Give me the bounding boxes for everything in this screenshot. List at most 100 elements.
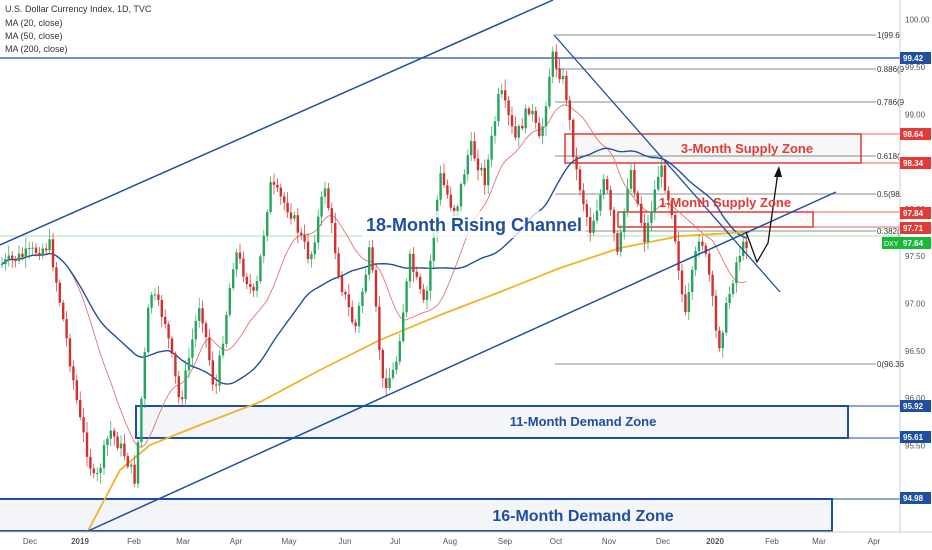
price-tag-label: 97.84 [903, 209, 924, 218]
candle-body [483, 167, 486, 186]
price-tick-label: 96.50 [905, 347, 926, 356]
price-tag-label: 97.71 [903, 224, 924, 233]
candle-body [466, 155, 469, 175]
price-tag-label: 98.34 [903, 159, 924, 168]
candle-body [527, 108, 531, 115]
candle-body [177, 376, 180, 398]
candle-body [425, 290, 429, 300]
symbol-tag-label: DXY [884, 241, 899, 248]
fib-level-label: 1(99.6 [877, 31, 900, 40]
candle-body [640, 203, 643, 223]
candle-body [395, 361, 398, 370]
candle-body [708, 253, 711, 275]
candle-body [415, 271, 418, 277]
candle-body [728, 293, 731, 303]
candle-body [38, 253, 41, 257]
candle-body [371, 247, 374, 271]
candle-body [470, 141, 473, 156]
time-tick-label: Dec [656, 537, 670, 546]
candle-body [602, 179, 605, 195]
candle-body [582, 190, 585, 205]
candle-body [575, 156, 578, 170]
time-tick-label: 2019 [71, 537, 89, 546]
candle-body [232, 269, 235, 289]
candle-body [541, 126, 544, 137]
candle-body [347, 294, 350, 308]
demand-zone-16-month-label: 16-Month Demand Zone [492, 508, 673, 525]
price-tag: 94.98 [900, 492, 931, 504]
candle-body [225, 314, 228, 344]
candle-body [252, 286, 255, 291]
projection-arrow-head [774, 166, 782, 177]
candle-body [725, 302, 728, 333]
candle-body [476, 158, 480, 171]
candle-body [626, 188, 629, 212]
candle-body [684, 294, 687, 312]
candle-body [187, 357, 191, 371]
candle-body [385, 378, 388, 388]
candle-body [650, 211, 653, 223]
time-axis[interactable]: Dec 2019 Feb Mar Apr May Jun Jul Aug Sep Oct Nov Dec… [23, 537, 881, 546]
price-tick-label: 96.00 [905, 394, 926, 403]
candle-body [412, 253, 415, 272]
candle-body [568, 100, 571, 120]
candle-body [266, 212, 269, 236]
price-tick-label: 99.00 [905, 110, 926, 119]
candle-body [259, 256, 262, 282]
candle-body [391, 369, 395, 378]
candle-body [75, 380, 78, 401]
candle-body [633, 170, 636, 193]
candle-body [419, 276, 422, 290]
candle-body [55, 267, 58, 283]
time-tick-label: Feb [127, 537, 141, 546]
candle-body [402, 312, 405, 342]
candle-body [592, 220, 595, 233]
candle-body [565, 75, 568, 101]
candle-body [524, 108, 527, 129]
candle-body [92, 468, 95, 474]
candle-body [153, 294, 157, 296]
time-tick-label: Feb [765, 537, 779, 546]
candle-body [718, 330, 721, 349]
fib-level-label: 0.5(98. [877, 190, 902, 199]
candle-body [58, 282, 61, 303]
candle-body [674, 215, 677, 242]
candle-body [62, 302, 65, 320]
candle-body [514, 126, 517, 138]
candle-body [449, 194, 452, 208]
supply-zone-1-month-label: 1-Month Supply Zone [659, 195, 791, 210]
indicator-ma-20[interactable]: MA (20, close) [5, 18, 63, 28]
candle-body [204, 323, 208, 338]
candle-body [31, 247, 34, 249]
candle-body [238, 252, 242, 259]
fib-level-label: 0.618( [877, 152, 900, 161]
candle-body [106, 438, 109, 446]
candle-body [721, 332, 724, 349]
candle-body [119, 443, 123, 449]
candle-body [544, 106, 548, 127]
time-tick-label: Oct [550, 537, 563, 546]
candle-body [85, 432, 89, 457]
channel-upper-line [0, 0, 554, 246]
price-tag-label: 97.64 [903, 239, 924, 248]
candle-body [242, 258, 245, 277]
candle-body [374, 270, 378, 307]
candle-body [82, 417, 85, 433]
fib-level-label: 0(96.36 [877, 360, 905, 369]
candle-body [160, 299, 163, 317]
candle-body [422, 289, 425, 300]
candle-body [28, 248, 31, 250]
candle-body [320, 196, 323, 217]
candle-body [405, 281, 408, 313]
candle-body [293, 215, 296, 219]
indicator-ma-50[interactable]: MA (50, close) [5, 31, 63, 41]
candle-body [497, 93, 500, 122]
candle-body [68, 338, 72, 367]
time-tick-label: 2020 [706, 537, 724, 546]
candle-body [381, 350, 384, 379]
candle-body [697, 241, 701, 252]
downtrend-line [553, 34, 781, 293]
indicator-ma-200[interactable]: MA (200, close) [5, 44, 68, 54]
candle-body [364, 274, 367, 292]
